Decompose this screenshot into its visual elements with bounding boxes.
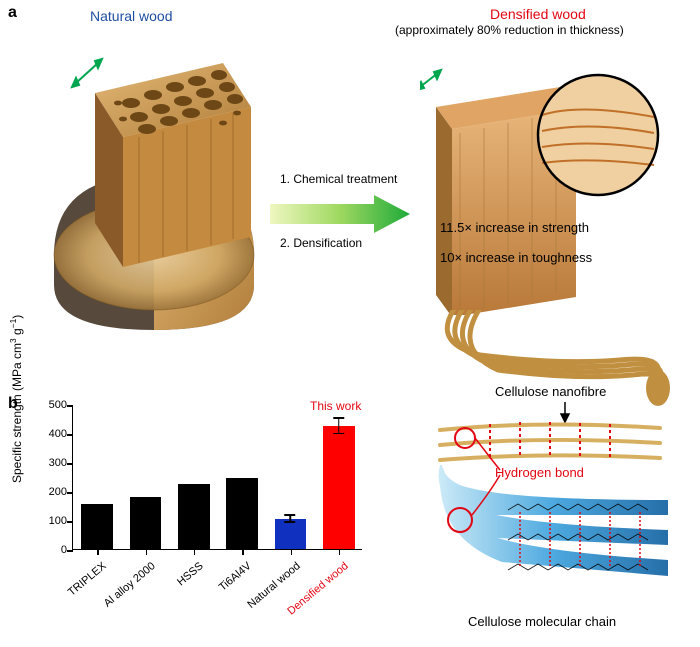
xtick (291, 549, 293, 555)
xtick (194, 549, 196, 555)
process-step-2: 2. Densification (280, 236, 362, 250)
ytick (67, 405, 73, 407)
chart-ylabel: Specific strength (MPa cm3 g−1) (8, 315, 24, 483)
ytick (67, 463, 73, 465)
bar (178, 484, 209, 549)
this-work-label: This work (310, 399, 361, 413)
error-bar (290, 514, 292, 523)
xtick (97, 549, 99, 555)
bar (130, 497, 161, 549)
cellulose-nanofibre-label: Cellulose nanofibre (495, 384, 606, 399)
ytick (67, 434, 73, 436)
hydrogen-bond-label: Hydrogen bond (495, 465, 584, 480)
ytick-label: 300 (39, 457, 67, 469)
xtick (339, 549, 341, 555)
bar (226, 478, 257, 549)
bar (275, 519, 306, 549)
xtick (146, 549, 148, 555)
densified-wood-subtitle: (approximately 80% reduction in thicknes… (395, 23, 624, 37)
natural-wood-block (48, 45, 260, 335)
ytick (67, 550, 73, 552)
densified-wood-block (420, 55, 665, 315)
toughness-text: 10× increase in toughness (440, 250, 592, 265)
panel-b: Specific strength (MPa cm3 g−1) 01002003… (10, 395, 400, 640)
ytick-label: 200 (39, 486, 67, 498)
xtick (242, 549, 244, 555)
ytick (67, 492, 73, 494)
natural-wood-title: Natural wood (90, 8, 173, 24)
cellulose-chain-label: Cellulose molecular chain (468, 614, 616, 629)
ytick-label: 500 (39, 399, 67, 411)
process-step-1: 1. Chemical treatment (280, 172, 397, 186)
ytick-label: 400 (39, 428, 67, 440)
bar (81, 504, 112, 549)
ytick (67, 521, 73, 523)
ytick-label: 0 (39, 544, 67, 556)
strength-text: 11.5× increase in strength (440, 220, 589, 235)
densified-wood-title: Densified wood (490, 6, 586, 22)
process-arrow (270, 195, 410, 233)
ytick-label: 100 (39, 515, 67, 527)
bar (323, 426, 354, 549)
error-bar (338, 417, 340, 434)
bar-chart: 0100200300400500TRIPLEXAl alloy 2000HSSS… (72, 405, 362, 550)
